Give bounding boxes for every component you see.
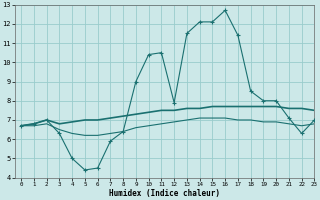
X-axis label: Humidex (Indice chaleur): Humidex (Indice chaleur)	[109, 189, 220, 198]
